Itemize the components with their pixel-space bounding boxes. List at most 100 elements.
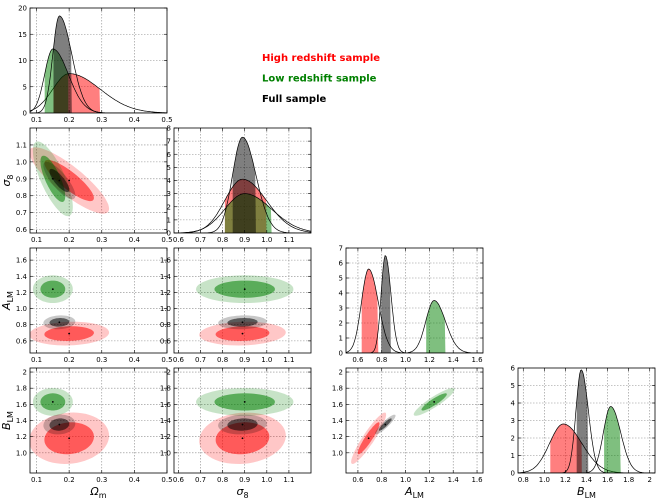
y-tick-label: 0.9	[16, 175, 27, 183]
best-fit-point-high-redshift-sample	[241, 437, 244, 440]
contour-panel-s8-alm-axes: 0.6 0.7 0.8 0.9 1.0 1.1 0.6 0.8 1.0 1.2 1.4 1.6	[160, 247, 312, 364]
legend: High redshift sample Low redshift sample F…	[262, 53, 380, 105]
y-tick-label: 1.6	[16, 401, 28, 409]
x-tick-label: 1.4	[581, 476, 593, 484]
y-tick-label: 2	[167, 203, 171, 211]
best-fit-point-full-sample	[241, 321, 244, 324]
contour-panel-om-alm-content	[30, 275, 110, 346]
x-tick-label: 1.0	[400, 476, 411, 484]
y-tick-label: 20	[18, 5, 27, 13]
y-tick-label: 8	[167, 125, 171, 133]
x-axis-label-s8: σ8	[236, 485, 248, 498]
pdf-line-full-sample	[30, 15, 167, 113]
y-tick-label: 1.8	[332, 385, 343, 393]
y-tick-label: 6	[167, 151, 172, 159]
y-tick-label: 5	[339, 275, 343, 283]
x-tick-label: 1.0	[261, 476, 272, 484]
x-tick-label: 0.2	[64, 116, 75, 124]
diag-panel-blm-axes: 0.8 1.0 1.2 1.4 1.6 1.8 2 0 1 2 3 4 5 6	[511, 365, 656, 484]
pdf-band-full-sample	[232, 137, 256, 233]
pdf-line-full-sample	[518, 369, 655, 473]
x-tick-label: 1.0	[261, 356, 272, 364]
x-tick-label: 0.8	[518, 476, 529, 484]
y-tick-label: 6	[511, 365, 516, 373]
y-tick-label: 4	[511, 400, 516, 408]
y-tick-label: 0.7	[16, 209, 27, 217]
x-tick-label: 1.6	[471, 476, 483, 484]
x-tick-label: 0.1	[31, 356, 42, 364]
best-fit-point-high-redshift-sample	[68, 332, 71, 335]
y-tick-label: 1.6	[160, 401, 172, 409]
y-tick-label: 1.6	[16, 257, 28, 265]
pdf-line-low-redshift-sample	[346, 300, 483, 353]
contour-panel-om-blm	[30, 368, 167, 473]
diag-panel-om-content	[30, 15, 167, 113]
x-tick-label: 0.8	[217, 356, 228, 364]
x-tick-label: 1.0	[539, 476, 550, 484]
x-tick-label: 0.3	[96, 476, 107, 484]
best-fit-point-full-sample	[58, 423, 61, 426]
y-tick-label: 15	[18, 31, 27, 39]
pdf-band-low-redshift-sample	[604, 406, 621, 473]
contour-panel-om-blm-content	[30, 388, 110, 464]
x-tick-label: 1.2	[560, 476, 571, 484]
x-tick-label: 1.2	[424, 356, 435, 364]
contour-panel-s8-alm	[174, 248, 311, 353]
best-fit-point-full-sample	[241, 423, 244, 426]
x-tick-label: 0.9	[239, 356, 250, 364]
x-tick-label: 1.1	[283, 476, 294, 484]
y-tick-label: 7	[167, 138, 171, 146]
x-tick-label: 0.6	[173, 356, 185, 364]
contour-panel-alm-blm-content	[351, 388, 455, 464]
x-tick-label: 0.3	[96, 116, 107, 124]
y-tick-label: 0	[23, 110, 27, 118]
y-tick-label: 1.4	[160, 273, 172, 281]
x-tick-label: 0.6	[173, 476, 185, 484]
y-tick-label: 1.0	[16, 449, 27, 457]
x-tick-label: 0.4	[129, 236, 141, 244]
best-fit-point-low-redshift-sample	[243, 401, 246, 403]
y-tick-label: 2	[167, 369, 171, 377]
x-tick-label: 2	[647, 476, 651, 484]
best-fit-point-low-redshift-sample	[51, 401, 54, 403]
y-tick-label: 1.4	[160, 417, 172, 425]
x-tick-label: 1.8	[623, 476, 634, 484]
x-tick-label: 1.2	[424, 476, 435, 484]
y-tick-label: 1	[339, 335, 343, 343]
best-fit-point-full-sample	[58, 179, 61, 182]
y-tick-label: 1.0	[16, 305, 27, 313]
y-tick-label: 1.2	[160, 289, 171, 297]
x-tick-label: 0.4	[129, 476, 141, 484]
contour-panel-s8-alm-frame	[173, 247, 312, 354]
y-tick-label: 1.2	[16, 433, 27, 441]
y-tick-label: 0.6	[16, 337, 28, 345]
best-fit-point-full-sample	[58, 321, 61, 324]
y-axis-label-blm: BLM	[0, 411, 15, 430]
diag-panel-alm-frame	[345, 247, 484, 354]
diag-panel-alm-axes: 0.6 0.8 1.0 1.2 1.4 1.6 0 1 2 3 4 5 6 7	[339, 245, 484, 364]
x-tick-label: 0.9	[239, 236, 250, 244]
x-tick-label: 0.5	[161, 236, 172, 244]
y-tick-label: 1.0	[332, 449, 343, 457]
diag-panel-s8-content	[174, 136, 311, 233]
y-tick-label: 2	[23, 369, 27, 377]
best-fit-point-high-redshift-sample	[241, 332, 244, 335]
diag-panel-alm-content	[346, 254, 483, 353]
y-tick-label: 1.4	[16, 273, 28, 281]
pdf-band-high-redshift-sample	[361, 269, 379, 353]
y-tick-label: 5	[167, 164, 171, 172]
y-tick-label: 3	[167, 190, 171, 198]
x-tick-label: 0.7	[195, 236, 206, 244]
x-tick-label: 1.1	[283, 236, 294, 244]
diag-panel-om	[30, 8, 167, 113]
diag-panel-s8-axes: 0.6 0.7 0.8 0.9 1.0 1.1 0 1 2 3 4 5 6 7 8	[167, 125, 312, 244]
pdf-band-low-redshift-sample	[426, 300, 446, 353]
x-tick-label: 0.5	[161, 476, 172, 484]
y-tick-label: 7	[339, 245, 343, 253]
x-tick-label: 0.6	[173, 236, 185, 244]
y-tick-label: 1.2	[160, 433, 171, 441]
x-tick-label: 0.4	[129, 356, 141, 364]
best-fit-point-high-redshift-sample	[68, 179, 71, 182]
y-tick-label: 4	[339, 290, 344, 298]
y-tick-label: 2	[511, 435, 515, 443]
